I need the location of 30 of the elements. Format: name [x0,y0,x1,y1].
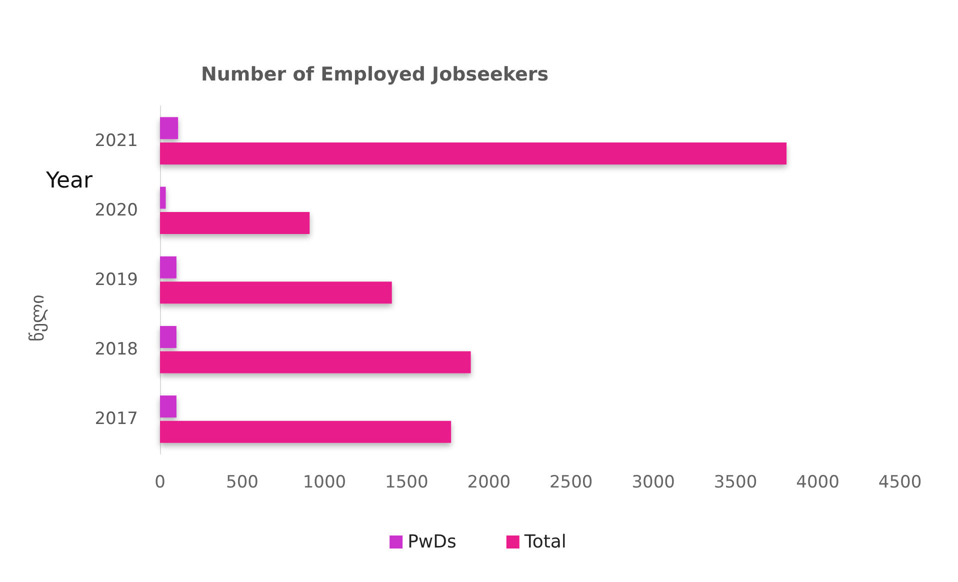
x-tick-label: 2000 [467,472,511,492]
bar [160,420,452,443]
x-tick-label: 500 [226,472,258,492]
bar [160,351,471,374]
x-tick-label: 4500 [878,472,922,492]
x-tick-label: 1000 [302,472,346,492]
bar [160,117,178,140]
bar [160,396,176,418]
bar [160,282,392,304]
x-tick-label: 2500 [549,472,593,492]
x-tick-label: 4000 [796,472,840,492]
bar [160,142,787,164]
bar [160,256,176,278]
x-tick-label: 3000 [632,472,675,492]
bar [160,326,176,348]
y-axis-title: Year [45,168,94,194]
y-tick-label: 2017 [94,409,138,430]
y-tick-label: 2018 [94,340,138,360]
legend-label: Total [523,532,566,552]
chart-title: Number of Employed Jobseekers [201,64,549,86]
y-tick-label: 2021 [94,130,138,151]
y-tick-label: 2020 [94,200,138,220]
x-tick-label: 1500 [385,472,428,492]
legend-label: PwDs [408,532,456,552]
y-tick-label: 2019 [94,270,138,290]
bar [160,212,310,234]
bar [160,186,166,209]
text: წელი [28,294,48,342]
x-tick-label: 0 [154,472,166,492]
x-tick-label: 3500 [714,472,758,492]
